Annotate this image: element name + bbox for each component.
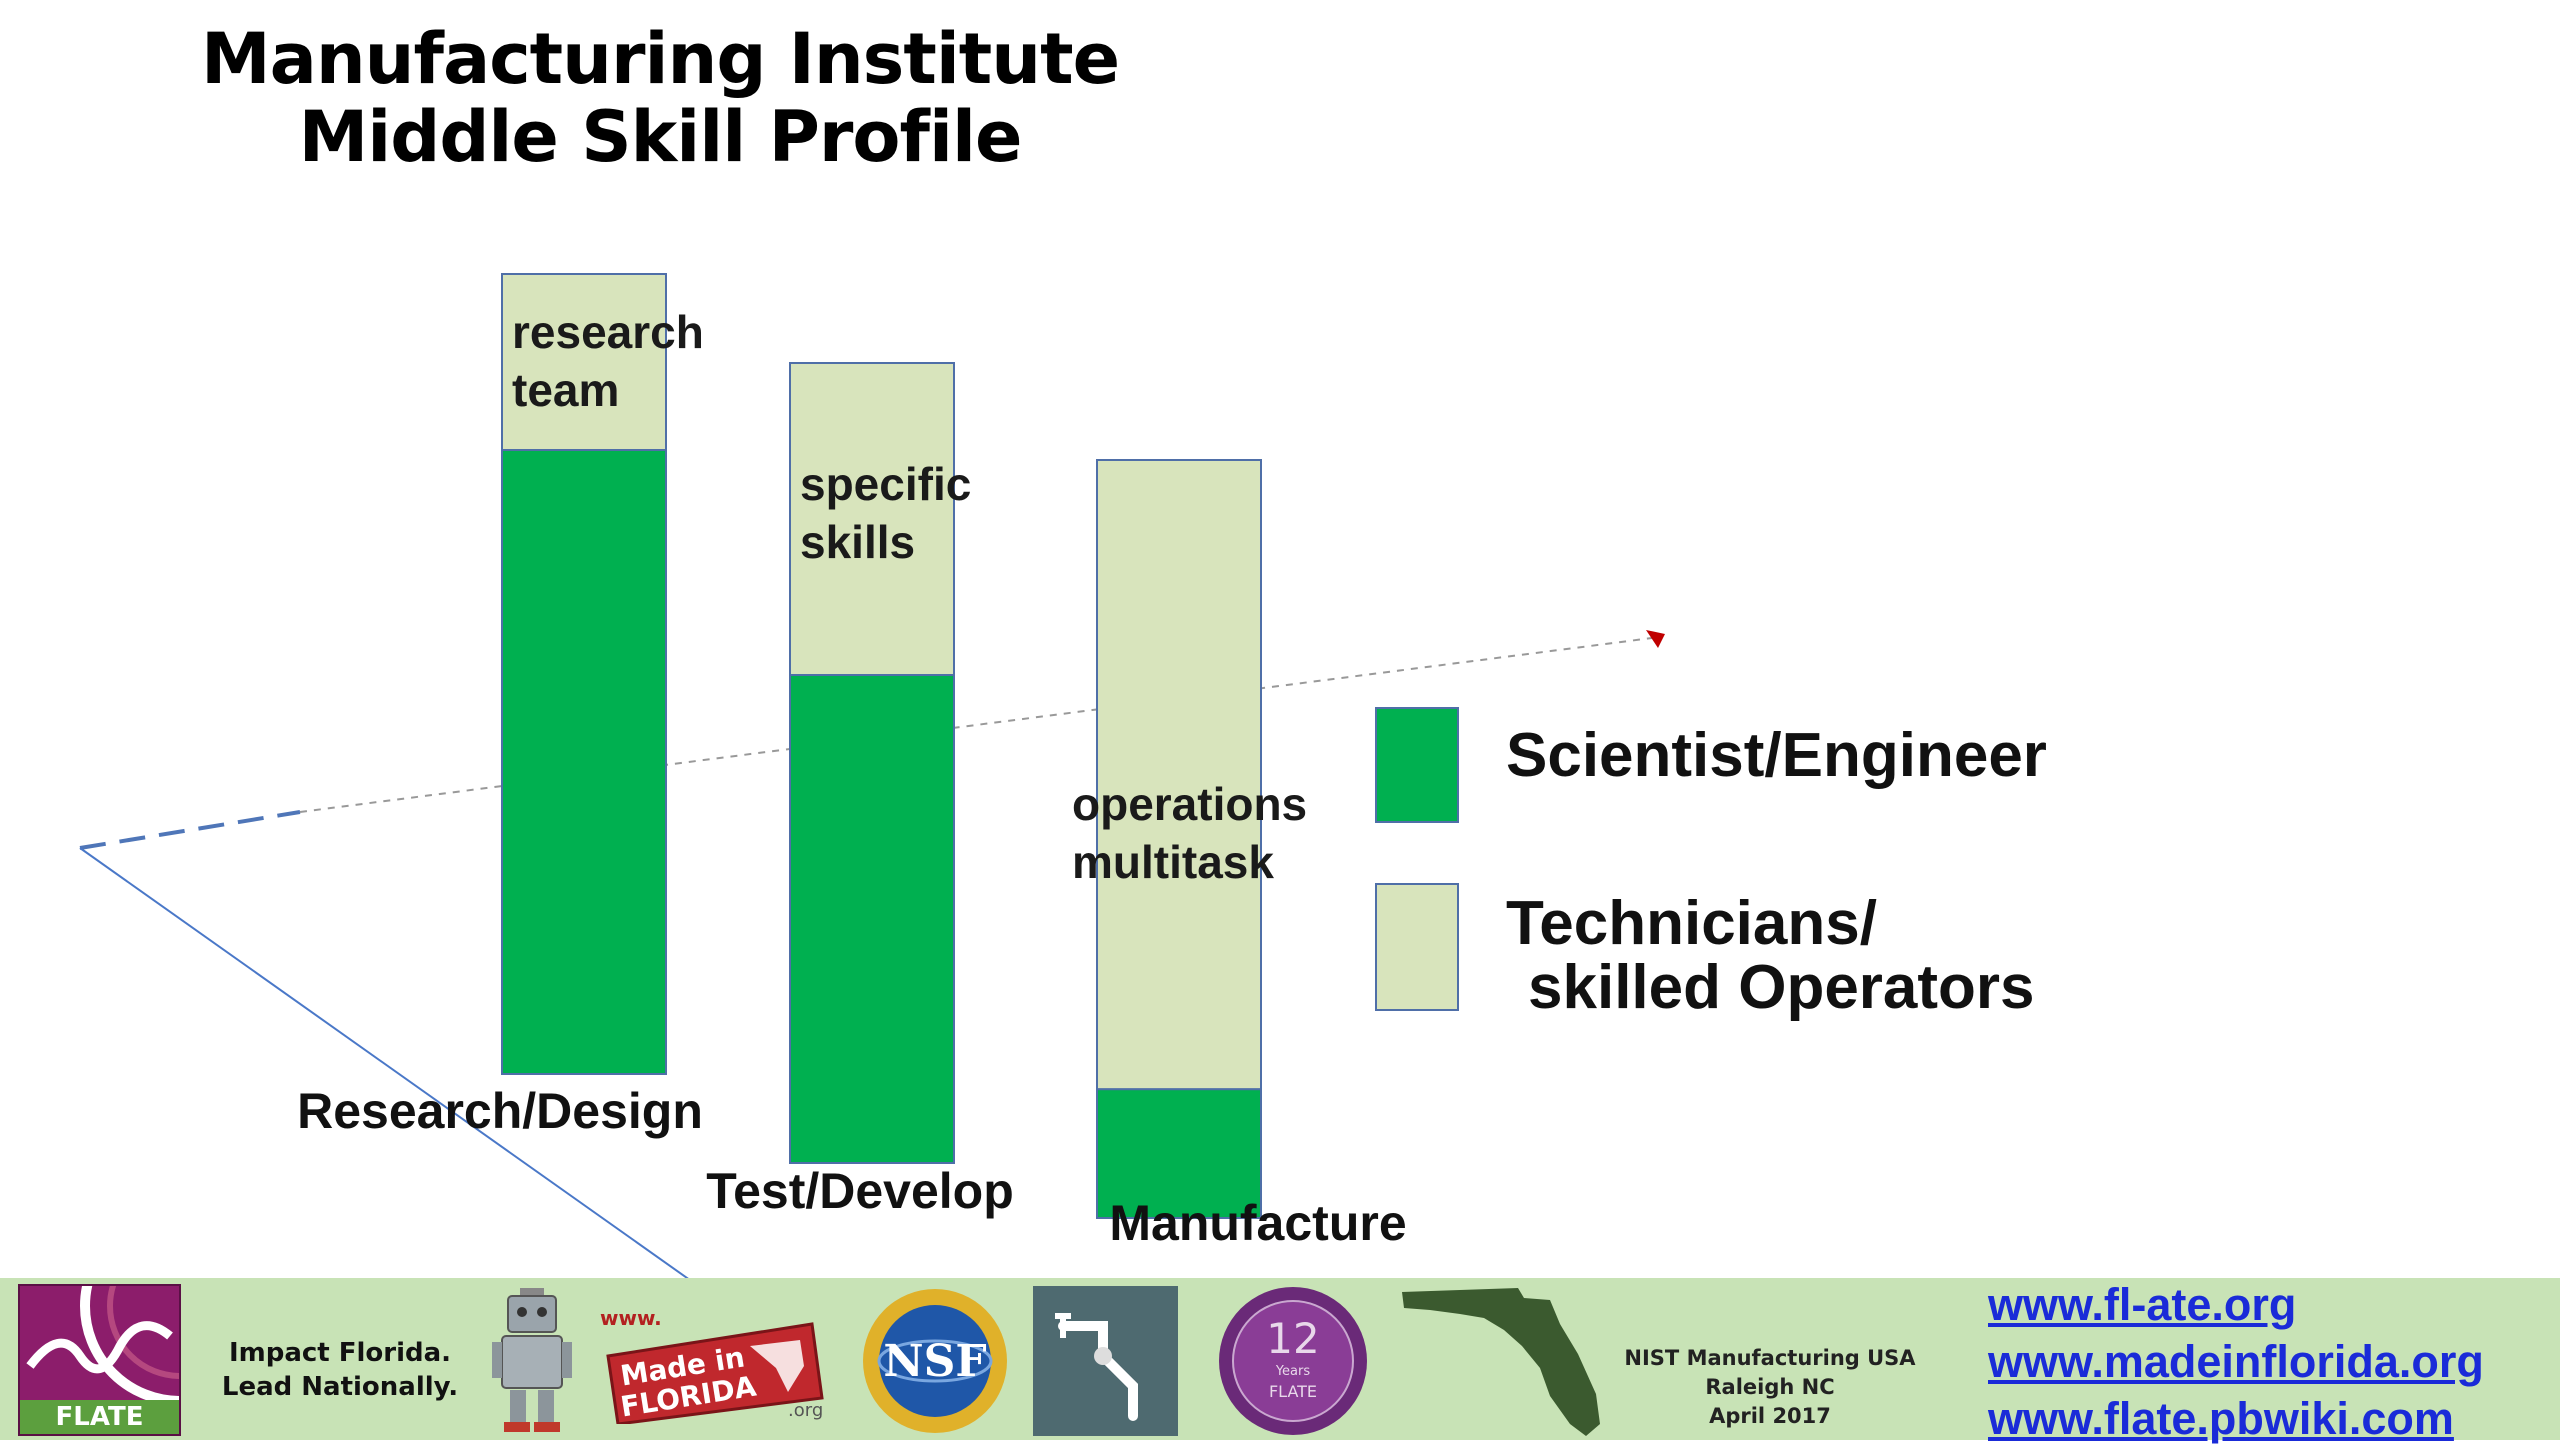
bar-segment-scientist-2	[789, 674, 955, 1164]
badge-number: 12	[1266, 1314, 1320, 1363]
anniversary-badge[interactable]: 12 Years FLATE	[1216, 1284, 1370, 1438]
made-in-florida-logo[interactable]: Made in FLORIDA .org	[600, 1306, 830, 1424]
flate-logo-word: FLATE	[20, 1400, 179, 1434]
badge-small: Years	[1275, 1364, 1311, 1379]
bar-label-2-line-1: specific	[800, 458, 971, 510]
tagline-line-2: Lead Nationally.	[221, 1372, 459, 1402]
perspective-line-dashed	[79, 810, 301, 850]
tagline-line-1: Impact Florida.	[228, 1338, 452, 1368]
legend-swatch-2	[1375, 883, 1459, 1011]
stacked-bar-chart: research team Research/Design specific skill…	[79, 273, 2047, 1278]
made-in-org: .org	[788, 1400, 824, 1421]
perspective-arrow-line	[79, 847, 689, 1278]
flate-logo[interactable]: FLATE	[18, 1284, 181, 1436]
link-fl-ate[interactable]: www.fl-ate.org	[1988, 1279, 2297, 1330]
bar-label-1-line-2: team	[512, 364, 619, 416]
nsf-text: NSF	[883, 1336, 987, 1387]
footer-links: www.fl-ate.org www.madeinflorida.org www…	[1988, 1276, 2484, 1447]
flate-gear-icon	[26, 1286, 179, 1400]
event-line-1: NIST Manufacturing USA	[1624, 1346, 1916, 1370]
robot-arm-icon	[1055, 1313, 1138, 1421]
bar-label-2-line-2: skills	[800, 516, 915, 568]
perspective-arrowhead	[1646, 630, 1665, 648]
bar-segment-scientist-1	[501, 449, 667, 1075]
event-info: NIST Manufacturing USA Raleigh NC April …	[1600, 1344, 1940, 1431]
event-line-3: April 2017	[1709, 1404, 1831, 1428]
tagline: Impact Florida. Lead Nationally.	[205, 1336, 475, 1404]
bar-segment-scientist-3	[1096, 1088, 1262, 1220]
bar-segment-technician-2	[789, 362, 955, 676]
robot-icon	[492, 1288, 572, 1432]
bars-group: research team Research/Design specific skill…	[297, 273, 1407, 1251]
legend-label-2-line-2: skilled Operators	[1528, 953, 2035, 1022]
badge-seal-icon	[1219, 1287, 1367, 1435]
legend-label-2-line-1: Technicians/	[1506, 889, 1877, 958]
made-in-florida-badge-icon	[606, 1322, 824, 1424]
bar-label-3-line-1: operations	[1072, 778, 1307, 830]
florida-map-icon	[1402, 1288, 1600, 1436]
category-label-3: Manufacture	[1109, 1195, 1406, 1251]
bar-label-1-line-1: research	[512, 306, 704, 358]
link-madeinflorida[interactable]: www.madeinflorida.org	[1988, 1336, 2484, 1387]
nsf-globe-icon	[863, 1289, 1007, 1433]
legend-swatch-1	[1375, 707, 1459, 823]
badge-word: FLATE	[1268, 1382, 1318, 1401]
event-line-2: Raleigh NC	[1705, 1375, 1835, 1399]
title-line-1: Manufacturing Institute	[200, 18, 1120, 100]
bar-segment-technician-1	[501, 273, 667, 451]
link-flate-pbwiki[interactable]: www.flate.pbwiki.com	[1988, 1393, 2454, 1444]
made-in-www: www.	[600, 1306, 662, 1330]
slide-title: Manufacturing Institute Middle Skill Pro…	[110, 20, 1210, 176]
title-line-2: Middle Skill Profile	[298, 96, 1023, 178]
legend: Scientist/Engineer Technicians/skilled Op…	[1375, 707, 2047, 1022]
category-label-2: Test/Develop	[706, 1163, 1014, 1219]
bar-label-3-line-2: multitask	[1072, 836, 1274, 888]
legend-label-1-line-1: Scientist/Engineer	[1506, 721, 2047, 790]
nsf-logo[interactable]: NSF	[860, 1286, 1010, 1436]
category-label-1: Research/Design	[297, 1083, 703, 1139]
robot-arm-logo[interactable]	[1033, 1286, 1178, 1436]
bar-segment-technician-3	[1096, 459, 1262, 1091]
